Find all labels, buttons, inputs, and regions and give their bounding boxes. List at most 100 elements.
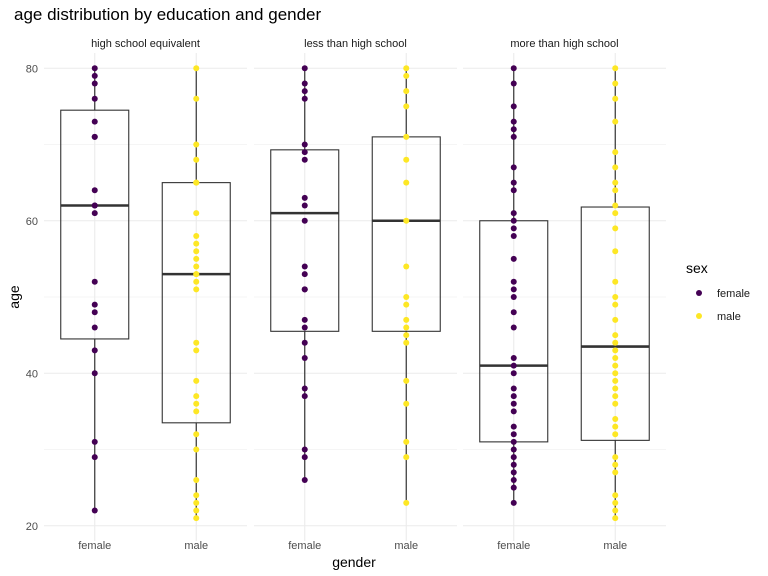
panel: more than high school female male: [463, 38, 666, 552]
data-point: [91, 187, 98, 194]
data-point: [612, 499, 619, 506]
data-point: [403, 454, 410, 461]
data-point: [301, 339, 308, 346]
data-point: [403, 217, 410, 224]
data-point: [301, 202, 308, 209]
data-point: [510, 423, 517, 430]
data-point: [510, 461, 517, 468]
data-point: [612, 423, 619, 430]
data-point: [301, 454, 308, 461]
data-point: [403, 316, 410, 323]
data-point: [403, 72, 410, 79]
data-point: [193, 95, 200, 102]
data-point: [612, 80, 619, 87]
data-point: [612, 118, 619, 125]
x-axis-label: gender: [332, 554, 376, 570]
data-point: [612, 416, 619, 422]
y-axis-label: age: [6, 285, 22, 309]
data-point: [612, 248, 619, 255]
panel: high school equivalent female male: [44, 38, 247, 552]
x-tick-label: female: [288, 540, 321, 552]
data-point: [510, 484, 517, 491]
x-tick-label: female: [497, 540, 530, 552]
data-point: [193, 400, 200, 407]
legend-title: sex: [686, 260, 708, 276]
boxplot-group: [270, 65, 340, 483]
data-point: [403, 294, 410, 300]
data-point: [403, 133, 410, 140]
data-point: [91, 438, 98, 445]
data-point: [612, 393, 619, 400]
data-point: [612, 370, 619, 377]
data-point: [510, 408, 517, 415]
data-point: [193, 278, 200, 285]
x-tick-label: male: [603, 540, 627, 552]
y-tick-label: 40: [26, 368, 38, 380]
data-point: [301, 65, 308, 72]
data-point: [91, 278, 98, 285]
boxplot-group: [580, 65, 650, 522]
data-point: [91, 347, 98, 354]
data-point: [510, 438, 517, 445]
data-point: [510, 355, 517, 361]
data-point: [193, 408, 200, 415]
data-point: [193, 156, 200, 163]
data-point: [193, 233, 200, 239]
data-point: [510, 370, 517, 377]
data-point: [301, 88, 308, 95]
data-point: [612, 454, 619, 461]
data-point: [301, 286, 308, 293]
data-point: [612, 179, 619, 186]
data-point: [91, 118, 98, 125]
data-point: [193, 210, 200, 217]
legend-label: female: [717, 288, 750, 300]
data-point: [612, 515, 619, 522]
boxplot-group: [371, 65, 441, 506]
data-point: [612, 202, 619, 209]
data-point: [510, 225, 517, 232]
data-point: [612, 95, 619, 102]
data-point: [301, 95, 308, 102]
data-point: [193, 248, 200, 255]
data-point: [510, 187, 517, 194]
data-point: [403, 103, 410, 110]
data-point: [510, 65, 517, 72]
facet-strip-label: less than high school: [304, 38, 407, 50]
data-point: [612, 362, 619, 369]
data-point: [403, 156, 410, 163]
data-point: [193, 393, 200, 400]
data-point: [301, 446, 308, 453]
data-point: [612, 332, 619, 339]
data-point: [403, 400, 410, 407]
data-point: [612, 187, 619, 194]
data-point: [301, 477, 308, 483]
data-point: [510, 469, 517, 476]
data-point: [510, 385, 517, 392]
data-point: [510, 393, 517, 400]
data-point: [612, 461, 619, 468]
data-point: [301, 149, 308, 156]
data-point: [510, 233, 517, 239]
legend-item: female: [696, 288, 750, 300]
data-point: [193, 271, 200, 278]
chart-title: age distribution by education and gender: [14, 5, 322, 24]
data-point: [301, 217, 308, 224]
data-point: [301, 316, 308, 323]
data-point: [612, 492, 619, 499]
data-point: [91, 370, 98, 377]
data-point: [301, 393, 308, 400]
data-point: [301, 141, 308, 148]
data-point: [193, 492, 200, 499]
data-point: [301, 271, 308, 278]
data-point: [91, 133, 98, 140]
boxplot-group: [60, 65, 130, 514]
data-point: [301, 263, 308, 270]
data-point: [612, 225, 619, 232]
data-point: [403, 179, 410, 186]
data-point: [301, 324, 308, 331]
data-point: [612, 316, 619, 323]
data-point: [403, 339, 410, 346]
data-point: [301, 385, 308, 392]
y-axis: 20 40 60 80: [26, 63, 38, 533]
